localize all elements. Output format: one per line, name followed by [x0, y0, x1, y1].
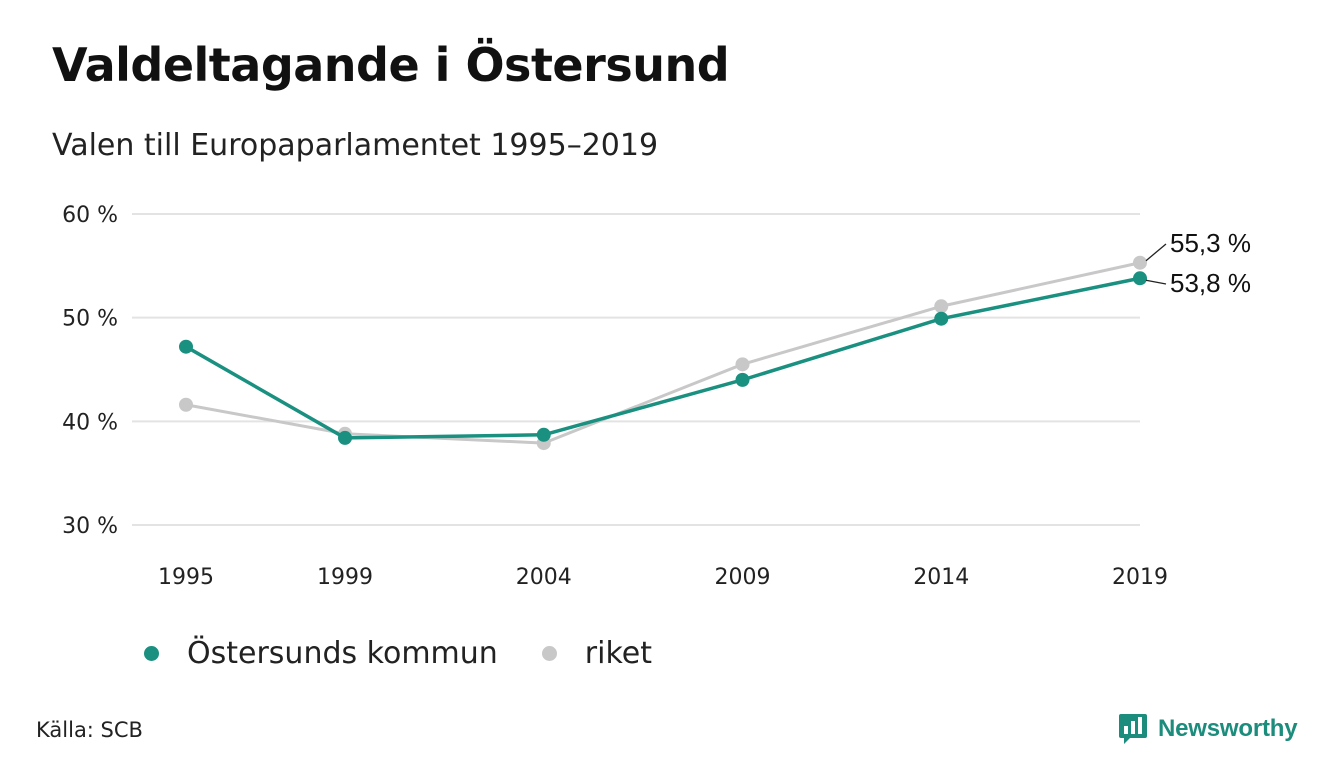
gridlines: [132, 213, 1140, 526]
chart-title: Valdeltagande i Östersund: [52, 38, 730, 92]
data-point-ostersund: [1133, 271, 1147, 286]
y-axis-ticks: 30 % 40 % 50 % 60 %: [62, 203, 118, 539]
legend-label-ostersund: Östersunds kommun: [187, 636, 498, 671]
y-tick-label: 60 %: [62, 203, 118, 228]
data-point-riket: [735, 357, 750, 372]
newsworthy-logo: Newsworthy: [1118, 712, 1298, 746]
series-line-ostersund: [185, 276, 1141, 440]
end-label-leader-ostersund: [1145, 279, 1167, 285]
legend-item-riket: riket: [541, 636, 652, 671]
x-tick-label: 1999: [317, 565, 373, 590]
newsworthy-chat-bars-icon: [1119, 714, 1147, 744]
legend-item-ostersund: Östersunds kommun: [144, 636, 498, 671]
legend-dot-ostersund: [144, 646, 159, 661]
data-point-ostersund: [934, 311, 949, 326]
y-tick-label: 40 %: [62, 410, 118, 435]
y-tick-label: 50 %: [62, 307, 118, 332]
y-tick-label: 30 %: [62, 514, 118, 539]
data-point-ostersund: [735, 372, 750, 387]
x-tick-label: 2019: [1112, 565, 1168, 590]
series-line-riket: [185, 261, 1141, 445]
x-tick-label: 1995: [158, 565, 214, 590]
line-chart: 30 % 40 % 50 % 60 % 1995 1999 2004 2009 2014 201…: [62, 203, 1251, 590]
end-label-riket: 55,3 %: [1170, 228, 1251, 258]
data-point-riket: [934, 299, 949, 314]
x-tick-label: 2004: [516, 565, 572, 590]
data-point-riket: [1133, 255, 1147, 270]
end-labels: 55,3 % 53,8 %: [1145, 228, 1251, 298]
source-note: Källa: SCB: [36, 718, 143, 742]
end-label-ostersund: 53,8 %: [1170, 268, 1251, 298]
data-point-ostersund: [536, 427, 551, 442]
x-tick-label: 2009: [715, 565, 771, 590]
legend: Östersunds kommun riket: [144, 636, 696, 671]
x-axis-ticks: 1995 1999 2004 2009 2014 2019: [158, 565, 1168, 590]
legend-label-riket: riket: [584, 636, 652, 671]
chart-subtitle: Valen till Europaparlamentet 1995–2019: [52, 128, 659, 163]
data-point-ostersund: [338, 430, 352, 445]
series-lines: [179, 255, 1147, 451]
data-point-riket: [179, 397, 193, 412]
x-tick-label: 2014: [913, 565, 969, 590]
logo-text: Newsworthy: [1158, 715, 1298, 742]
data-point-ostersund: [179, 339, 193, 354]
legend-dot-riket: [541, 646, 557, 661]
end-label-leader-riket: [1145, 243, 1167, 262]
